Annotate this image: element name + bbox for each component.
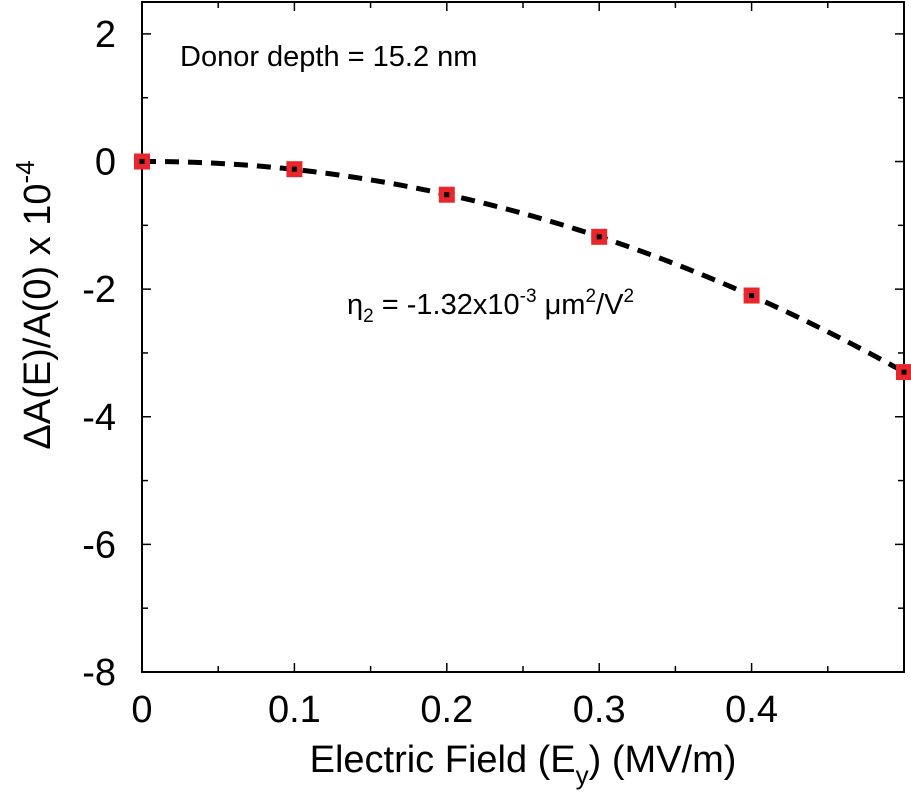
- donor-depth-annotation: Donor depth = 15.2 nm: [180, 41, 477, 73]
- data-point-center: [139, 159, 145, 165]
- y-tick-labels: 2 0 -2 -4 -6 -8: [82, 14, 116, 694]
- data-point-center: [901, 369, 907, 375]
- x-tick-label: 0.4: [725, 689, 778, 731]
- x-tick-label: 0.2: [420, 689, 473, 731]
- x-tick-label: 0.3: [573, 689, 626, 731]
- y-tick-label: 2: [95, 14, 116, 56]
- y-tick-label: -2: [82, 269, 116, 311]
- eta-annotation: η2 = -1.32x10-3 μm2/V2: [347, 286, 634, 327]
- plot-frame: [141, 1, 905, 673]
- y-tick-label: -8: [82, 652, 116, 694]
- y-tick-label: 0: [95, 142, 116, 184]
- y-tick-label: -6: [82, 524, 116, 566]
- data-point-center: [444, 192, 450, 198]
- data-point-center: [749, 293, 755, 299]
- x-tick-labels: 0 0.1 0.2 0.3 0.4: [131, 689, 778, 731]
- y-tick-label: -4: [82, 397, 116, 439]
- x-axis-title: Electric Field (Ey) (MV/m): [310, 739, 737, 790]
- y-axis-title: ΔA(E)/A(0) x 10-4: [10, 160, 59, 449]
- axis-ticks: [141, 2, 904, 673]
- fit-curve: [141, 159, 906, 375]
- x-tick-label: 0.1: [268, 689, 321, 731]
- data-point-center: [596, 234, 602, 240]
- data-point-center: [291, 166, 297, 172]
- x-tick-label: 0: [131, 689, 152, 731]
- data-markers: [134, 153, 911, 381]
